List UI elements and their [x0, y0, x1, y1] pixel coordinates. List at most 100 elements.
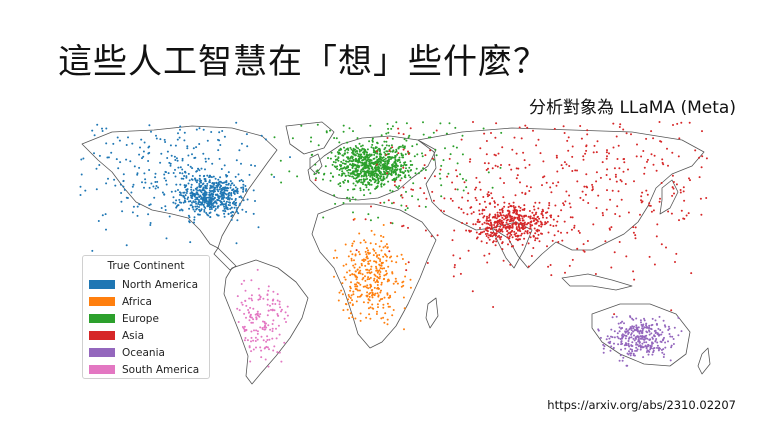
scatter-point [347, 298, 350, 301]
scatter-point [487, 162, 490, 165]
scatter-point [429, 136, 432, 139]
scatter-point [625, 344, 628, 347]
scatter-point [342, 202, 345, 204]
scatter-point [471, 290, 474, 293]
source-link[interactable]: https://arxiv.org/abs/2310.02207 [547, 398, 736, 412]
scatter-point [682, 186, 685, 189]
scatter-point [277, 324, 280, 327]
scatter-point [365, 153, 368, 156]
scatter-point [350, 148, 353, 151]
legend-swatch [89, 331, 115, 340]
scatter-point [653, 263, 656, 266]
scatter-point [698, 176, 701, 179]
scatter-point [377, 294, 380, 297]
scatter-point [332, 175, 335, 178]
scatter-point [398, 156, 401, 159]
legend-item-south-america: South America [89, 361, 203, 378]
scatter-point [400, 285, 403, 288]
scatter-point [213, 196, 216, 199]
outline-indonesia [561, 273, 633, 291]
scatter-point [634, 237, 637, 240]
scatter-point [334, 249, 337, 252]
scatter-point [372, 157, 375, 160]
scatter-point [355, 146, 358, 149]
scatter-point [518, 226, 521, 229]
scatter-point [646, 193, 649, 196]
scatter-point [379, 177, 382, 180]
scatter-point [408, 134, 411, 137]
scatter-point [350, 160, 353, 163]
scatter-point [195, 128, 198, 131]
scatter-point [219, 176, 222, 179]
scatter-point [508, 163, 511, 166]
scatter-point [216, 205, 219, 208]
scatter-point [531, 211, 534, 214]
scatter-point [226, 174, 229, 177]
scatter-point [257, 226, 260, 229]
scatter-point [79, 185, 82, 188]
scatter-point [221, 193, 224, 196]
scatter-point [264, 346, 267, 349]
scatter-point [188, 207, 191, 210]
scatter-point [396, 153, 399, 156]
scatter-point [260, 335, 263, 338]
world-map-figure [72, 118, 712, 394]
scatter-point [469, 158, 472, 161]
scatter-point [383, 160, 386, 163]
scatter-point [557, 181, 560, 184]
scatter-point [452, 275, 455, 278]
scatter-point [395, 164, 398, 167]
scatter-point [360, 157, 363, 160]
scatter-point [656, 323, 658, 326]
scatter-point [365, 294, 368, 297]
scatter-point [245, 316, 247, 319]
scatter-point [539, 152, 542, 155]
scatter-point [266, 335, 269, 338]
scatter-point [496, 223, 499, 226]
scatter-point [493, 226, 496, 229]
scatter-point [352, 158, 355, 161]
scatter-point [370, 167, 373, 170]
scatter-point [611, 316, 614, 319]
scatter-point [148, 145, 151, 148]
scatter-point [365, 186, 368, 189]
scatter-point [219, 144, 222, 146]
scatter-point [399, 169, 402, 172]
scatter-point [117, 167, 120, 170]
scatter-point [331, 163, 334, 166]
scatter-point [176, 159, 179, 162]
scatter-point [593, 144, 596, 147]
scatter-point [176, 138, 179, 141]
scatter-point [362, 183, 364, 186]
scatter-point [494, 220, 497, 223]
scatter-point [355, 300, 358, 303]
scatter-point [455, 146, 458, 149]
scatter-point [201, 183, 204, 186]
scatter-point [552, 218, 555, 221]
scatter-point [537, 207, 540, 210]
scatter-point [394, 291, 397, 294]
scatter-point [378, 163, 381, 166]
scatter-point [636, 143, 638, 146]
scatter-point [214, 190, 216, 193]
scatter-point [626, 330, 629, 333]
scatter-point [529, 236, 532, 239]
scatter-point [532, 205, 535, 208]
scatter-point [510, 168, 513, 171]
scatter-point [461, 196, 464, 199]
scatter-point [198, 169, 201, 172]
scatter-point [384, 167, 387, 170]
scatter-point [242, 180, 244, 183]
scatter-point [605, 208, 608, 211]
scatter-point [223, 189, 226, 192]
scatter-point [494, 216, 497, 219]
scatter-point [613, 336, 616, 339]
scatter-point [552, 225, 555, 227]
scatter-point [641, 200, 644, 203]
scatter-point [670, 212, 673, 215]
scatter-point [342, 124, 345, 127]
scatter-point [404, 153, 407, 156]
scatter-point [355, 288, 358, 291]
scatter-point [153, 196, 156, 199]
scatter-point [393, 180, 396, 183]
